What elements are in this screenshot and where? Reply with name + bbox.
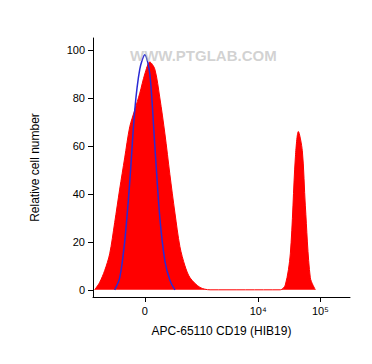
svg-text:40: 40 — [73, 188, 85, 200]
svg-text:Relative cell number: Relative cell number — [28, 113, 42, 222]
svg-text:100: 100 — [67, 44, 85, 56]
svg-text:80: 80 — [73, 92, 85, 104]
svg-text:0: 0 — [79, 284, 85, 296]
svg-text:20: 20 — [73, 236, 85, 248]
svg-text:60: 60 — [73, 140, 85, 152]
svg-text:0: 0 — [142, 305, 148, 317]
svg-text:10⁵: 10⁵ — [312, 305, 329, 317]
svg-text:WWW.PTGLAB.COM: WWW.PTGLAB.COM — [130, 47, 277, 64]
svg-text:APC-65110 CD19 (HIB19): APC-65110 CD19 (HIB19) — [152, 324, 292, 338]
svg-text:10⁴: 10⁴ — [250, 305, 267, 317]
